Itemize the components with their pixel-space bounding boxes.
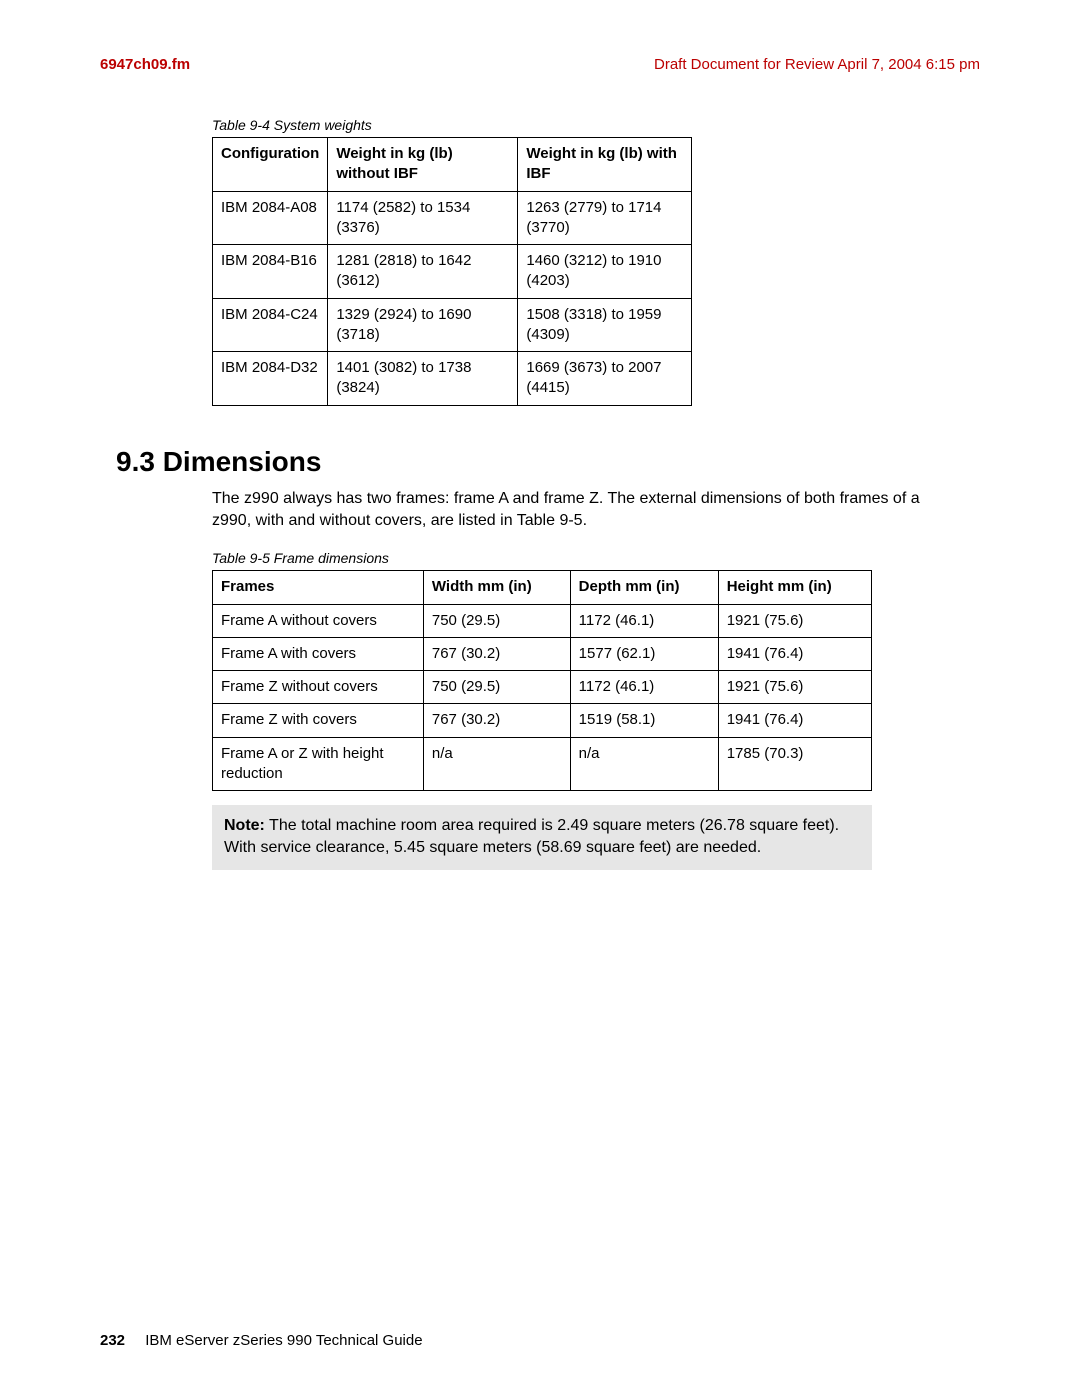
cell: 750 (29.5) bbox=[423, 604, 570, 637]
col-height: Height mm (in) bbox=[718, 571, 871, 604]
cell: 750 (29.5) bbox=[423, 671, 570, 704]
table-row: Frame Z without covers 750 (29.5) 1172 (… bbox=[213, 671, 872, 704]
table-row: Frame Z with covers 767 (30.2) 1519 (58.… bbox=[213, 704, 872, 737]
table-row: Frame A or Z with height reduction n/a n… bbox=[213, 737, 872, 791]
col-weight-with-ibf: Weight in kg (lb) with IBF bbox=[518, 138, 692, 192]
cell: IBM 2084-C24 bbox=[213, 298, 328, 352]
cell: 1460 (3212) to 1910 (4203) bbox=[518, 245, 692, 299]
note-box: Note: The total machine room area requir… bbox=[212, 805, 872, 870]
cell: 767 (30.2) bbox=[423, 704, 570, 737]
cell: 1921 (75.6) bbox=[718, 604, 871, 637]
table-row: IBM 2084-C24 1329 (2924) to 1690 (3718) … bbox=[213, 298, 692, 352]
cell: Frame Z with covers bbox=[213, 704, 424, 737]
note-label: Note: bbox=[224, 817, 265, 834]
cell: Frame A or Z with height reduction bbox=[213, 737, 424, 791]
cell: 1941 (76.4) bbox=[718, 704, 871, 737]
table-row: Frame A with covers 767 (30.2) 1577 (62.… bbox=[213, 637, 872, 670]
cell: 1263 (2779) to 1714 (3770) bbox=[518, 191, 692, 245]
table-row: IBM 2084-A08 1174 (2582) to 1534 (3376) … bbox=[213, 191, 692, 245]
cell: Frame A without covers bbox=[213, 604, 424, 637]
table-9-4-caption: Table 9-4 System weights bbox=[212, 117, 980, 133]
table-header-row: Configuration Weight in kg (lb) without … bbox=[213, 138, 692, 192]
page-number: 232 bbox=[100, 1332, 125, 1349]
note-text: The total machine room area required is … bbox=[224, 817, 839, 856]
table-9-5-caption: Table 9-5 Frame dimensions bbox=[212, 550, 980, 566]
header-filename: 6947ch09.fm bbox=[100, 56, 190, 73]
cell: IBM 2084-A08 bbox=[213, 191, 328, 245]
frame-dimensions-table: Frames Width mm (in) Depth mm (in) Heigh… bbox=[212, 570, 872, 791]
table-row: IBM 2084-B16 1281 (2818) to 1642 (3612) … bbox=[213, 245, 692, 299]
page-header: 6947ch09.fm Draft Document for Review Ap… bbox=[100, 56, 980, 73]
table-row: IBM 2084-D32 1401 (3082) to 1738 (3824) … bbox=[213, 352, 692, 406]
cell: 1519 (58.1) bbox=[570, 704, 718, 737]
cell: 1174 (2582) to 1534 (3376) bbox=[328, 191, 518, 245]
table-header-row: Frames Width mm (in) Depth mm (in) Heigh… bbox=[213, 571, 872, 604]
page-footer: 232 IBM eServer zSeries 990 Technical Gu… bbox=[100, 1332, 423, 1349]
cell: 1329 (2924) to 1690 (3718) bbox=[328, 298, 518, 352]
cell: 1921 (75.6) bbox=[718, 671, 871, 704]
system-weights-table: Configuration Weight in kg (lb) without … bbox=[212, 137, 692, 406]
cell: IBM 2084-B16 bbox=[213, 245, 328, 299]
cell: 1785 (70.3) bbox=[718, 737, 871, 791]
cell: 1669 (3673) to 2007 (4415) bbox=[518, 352, 692, 406]
section-heading-dimensions: 9.3 Dimensions bbox=[116, 446, 980, 478]
cell: 767 (30.2) bbox=[423, 637, 570, 670]
cell: 1577 (62.1) bbox=[570, 637, 718, 670]
cell: n/a bbox=[423, 737, 570, 791]
cell: 1941 (76.4) bbox=[718, 637, 871, 670]
cell: 1281 (2818) to 1642 (3612) bbox=[328, 245, 518, 299]
col-configuration: Configuration bbox=[213, 138, 328, 192]
cell: IBM 2084-D32 bbox=[213, 352, 328, 406]
table-row: Frame A without covers 750 (29.5) 1172 (… bbox=[213, 604, 872, 637]
cell: 1172 (46.1) bbox=[570, 671, 718, 704]
col-frames: Frames bbox=[213, 571, 424, 604]
cell: 1508 (3318) to 1959 (4309) bbox=[518, 298, 692, 352]
col-weight-without-ibf: Weight in kg (lb) without IBF bbox=[328, 138, 518, 192]
dimensions-body-text: The z990 always has two frames: frame A … bbox=[212, 488, 960, 533]
cell: 1172 (46.1) bbox=[570, 604, 718, 637]
cell: n/a bbox=[570, 737, 718, 791]
footer-title: IBM eServer zSeries 990 Technical Guide bbox=[145, 1332, 422, 1349]
col-width: Width mm (in) bbox=[423, 571, 570, 604]
cell: Frame Z without covers bbox=[213, 671, 424, 704]
cell: Frame A with covers bbox=[213, 637, 424, 670]
col-depth: Depth mm (in) bbox=[570, 571, 718, 604]
cell: 1401 (3082) to 1738 (3824) bbox=[328, 352, 518, 406]
header-draft-info: Draft Document for Review April 7, 2004 … bbox=[654, 56, 980, 73]
